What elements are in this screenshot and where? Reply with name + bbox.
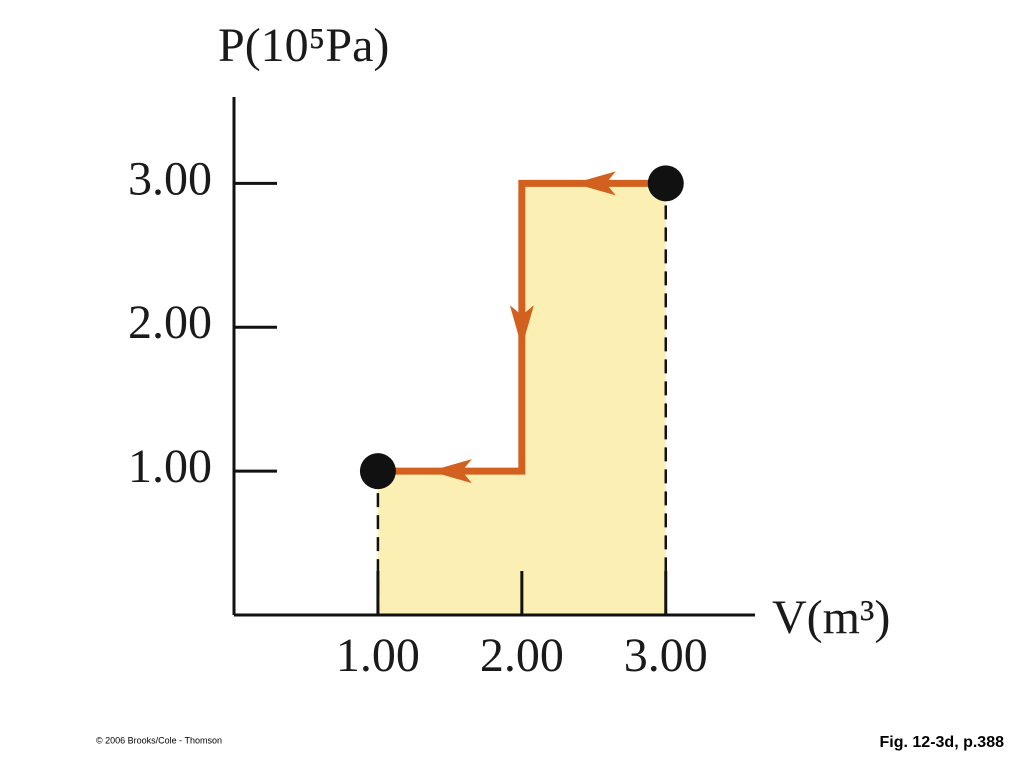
y-axis-label: P(10⁵Pa) bbox=[218, 19, 389, 72]
y-tick-label: 1.00 bbox=[128, 440, 212, 493]
state-point bbox=[647, 165, 684, 202]
arrowhead bbox=[429, 459, 472, 484]
y-tick-label: 3.00 bbox=[128, 152, 212, 205]
arrowhead bbox=[509, 305, 534, 348]
x-axis-label: V(m³) bbox=[772, 591, 890, 644]
caption: Fig. 12-3d, p.388 bbox=[880, 734, 1005, 751]
state-point bbox=[359, 453, 396, 490]
x-tick-label: 1.00 bbox=[336, 629, 420, 682]
x-tick-label: 3.00 bbox=[624, 629, 708, 682]
credit: © 2006 Brooks/Cole - Thomson bbox=[96, 735, 222, 745]
arrowhead bbox=[573, 171, 616, 196]
x-tick-label: 2.00 bbox=[480, 629, 564, 682]
y-tick-label: 2.00 bbox=[128, 296, 212, 349]
